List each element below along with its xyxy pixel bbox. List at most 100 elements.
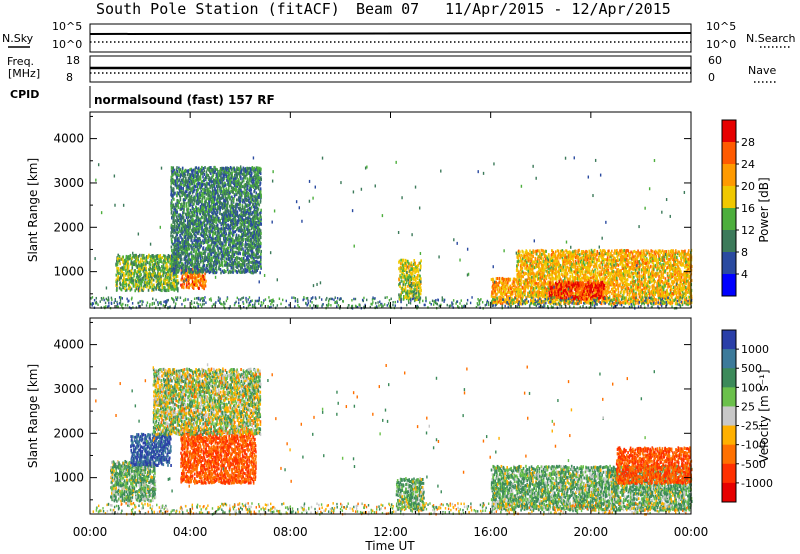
data-cell: [209, 208, 212, 212]
data-cell: [217, 218, 219, 222]
data-cell: [169, 284, 172, 288]
data-cell: [185, 239, 187, 243]
data-cell: [206, 234, 209, 238]
data-cell: [248, 263, 250, 267]
data-cell: [257, 207, 260, 211]
data-cell: [181, 266, 183, 270]
data-cell: [184, 257, 187, 261]
data-cell: [227, 188, 230, 192]
data-cell: [209, 262, 211, 266]
data-cell: [137, 280, 140, 284]
data-cell: [221, 221, 223, 225]
data-cell: [185, 189, 188, 193]
data-cell: [177, 218, 180, 222]
data-cell: [205, 183, 208, 187]
data-cell: [165, 266, 167, 270]
data-cell: [221, 245, 223, 249]
data-cell: [212, 201, 214, 205]
data-cell: [526, 264, 529, 268]
data-cell: [256, 181, 258, 185]
data-cell: [160, 269, 162, 273]
data-cell: [187, 198, 190, 202]
data-cell: [175, 215, 178, 219]
data-cell: [118, 255, 121, 259]
data-cell: [400, 279, 403, 283]
data-cell: [223, 253, 226, 257]
data-cell: [214, 195, 216, 199]
data-cell: [182, 180, 184, 184]
data-cell: [189, 235, 192, 239]
data-cell: [180, 202, 182, 206]
data-cell: [222, 190, 225, 194]
data-cell: [192, 254, 195, 258]
data-cell: [205, 216, 207, 220]
data-cell: [222, 195, 224, 199]
data-cell: [226, 197, 228, 201]
data-cell: [171, 177, 174, 181]
data-cell: [136, 278, 139, 282]
data-cell: [214, 165, 216, 169]
data-cell: [189, 283, 191, 287]
data-cell: [182, 271, 185, 275]
data-cell: [196, 185, 199, 189]
data-cell: [213, 178, 216, 182]
data-cell: [208, 214, 211, 218]
data-cell: [207, 269, 210, 273]
data-cell: [176, 258, 178, 262]
data-cell: [259, 234, 262, 238]
data-cell: [202, 246, 205, 250]
data-cell: [178, 194, 181, 198]
data-cell: [197, 173, 199, 177]
data-cell: [141, 253, 143, 257]
data-cell: [206, 229, 208, 233]
data-cell: [195, 238, 198, 242]
data-cell: [176, 265, 179, 269]
data-cell: [177, 251, 180, 255]
data-cell: [219, 185, 221, 189]
data-cell: [215, 174, 218, 178]
data-cell: [185, 215, 188, 219]
data-cell: [145, 266, 148, 270]
data-cell: [181, 215, 184, 219]
data-cell: [175, 174, 178, 178]
data-cell: [118, 259, 121, 263]
data-cell: [151, 286, 154, 290]
data-cell: [125, 260, 127, 264]
data-cell: [222, 166, 225, 170]
data-cell: [175, 224, 178, 228]
data-cell: [197, 270, 200, 274]
data-cell: [170, 266, 172, 270]
data-cell: [195, 228, 198, 232]
data-cell: [127, 275, 130, 279]
data-cell: [218, 216, 220, 220]
data-cell: [216, 168, 218, 172]
data-cell: [207, 246, 210, 250]
data-cell: [164, 274, 167, 278]
data-cell: [200, 180, 203, 184]
data-cell: [173, 205, 176, 209]
data-cell: [187, 170, 189, 174]
data-cell: [152, 259, 155, 263]
data-cell: [164, 277, 167, 281]
data-cell: [216, 253, 219, 257]
data-cell: [209, 176, 211, 180]
data-cell: [204, 281, 206, 285]
data-cell: [159, 253, 162, 257]
data-cell: [216, 172, 218, 176]
data-cell: [218, 246, 221, 250]
data-cell: [182, 278, 184, 282]
data-cell: [554, 254, 557, 258]
data-cell: [201, 205, 204, 209]
data-cell: [174, 213, 176, 217]
data-cell: [235, 233, 238, 237]
data-cell: [199, 174, 202, 178]
data-cell: [227, 227, 229, 231]
data-cell: [117, 268, 120, 272]
data-cell: [220, 247, 223, 251]
data-cell: [222, 178, 225, 182]
data-cell: [188, 175, 191, 179]
data-cell: [229, 235, 232, 239]
data-cell: [171, 205, 174, 209]
data-cell: [188, 194, 190, 198]
data-cell: [229, 258, 231, 262]
